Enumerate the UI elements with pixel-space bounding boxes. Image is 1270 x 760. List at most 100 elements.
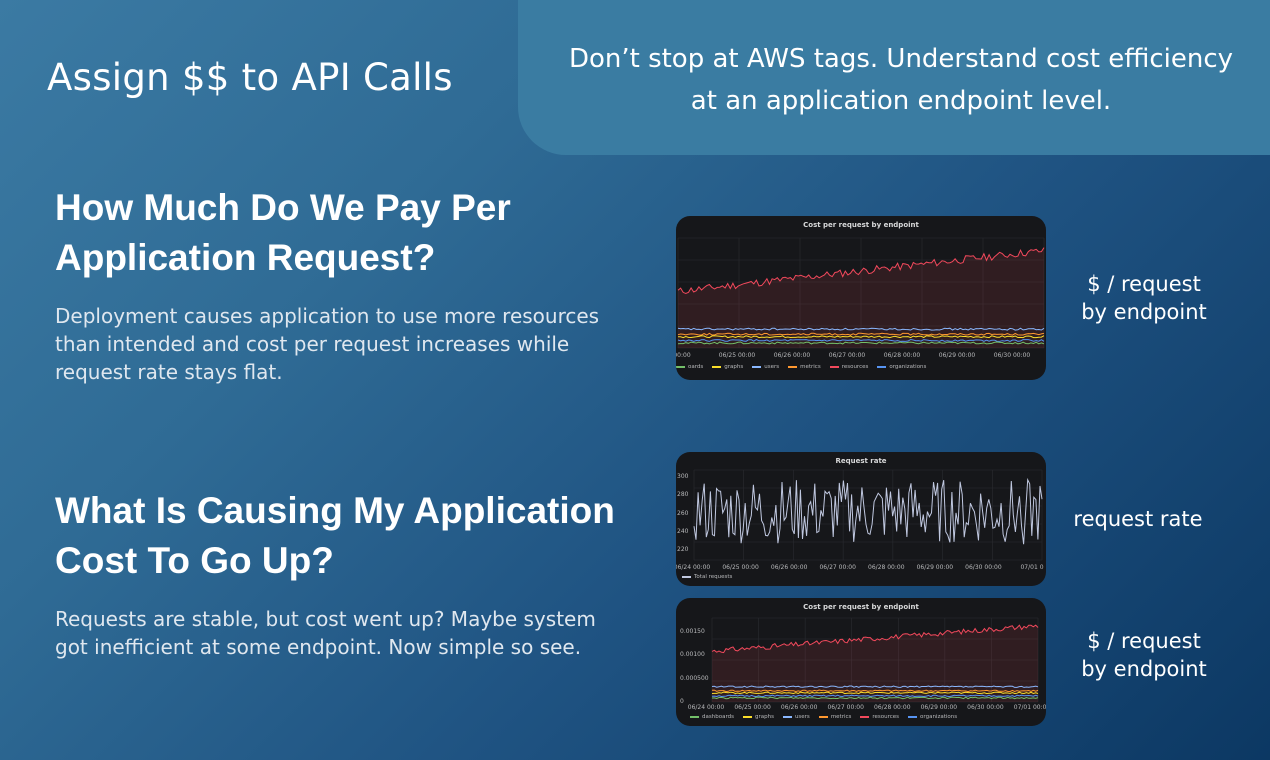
legend-label: Total requests [694,574,733,580]
legend-item: oards [676,364,703,370]
series-line-organizations [711,694,1039,698]
cost-chart-top [677,237,1045,349]
x-tick-label: 06/25 00:00 [734,704,771,711]
side-label-text: $ / request by endpoint [1081,629,1207,681]
legend-item: resources [829,364,869,370]
series-area-resources [678,247,1044,348]
legend-swatch [908,715,918,718]
legend-item: organizations [877,364,926,370]
legend-swatch [742,715,752,718]
y-tick-label: 0.00150 [680,628,705,635]
legend-label: metrics [800,364,821,370]
x-tick-label: 06/27 00:00 [827,704,864,711]
legend-label: users [794,714,810,720]
y-tick-label: 300 [677,473,689,480]
legend-item: dashboards [690,714,734,720]
x-tick-label: 06/26 00:00 [770,564,808,571]
legend-item: resources [860,714,899,720]
section-heading-cost-per-request: How Much Do We Pay Per Application Reque… [55,187,511,278]
panel-title: Cost per request by endpoint [803,221,919,229]
series-line-metrics [677,332,1045,336]
x-tick-label: 06/28 00:00 [874,704,911,711]
request-rate-panel: Request rate 300 280 260 240 220 06/24 00:00… [676,452,1046,586]
y-tick-label: 280 [677,491,689,499]
series-line-resources [677,247,1045,295]
legend-swatch [877,365,887,368]
x-tick-label: 06/27 00:00 [819,564,856,571]
side-label-text: $ / request by endpoint [1081,272,1207,324]
legend-label: graphs [724,364,744,370]
legend-item: graphs [742,714,774,720]
legend-label: organizations [920,714,958,720]
series-line-organizations [677,338,1045,342]
legend-label: resources [872,714,900,720]
section-body-cost-cause: Requests are stable, but cost went up? M… [55,607,596,659]
legend-swatch [818,715,828,718]
legend-label: resources [841,364,869,370]
legend-item: users [752,364,779,370]
x-tick-label: 06/29 00:00 [920,704,958,711]
cost-chart-bottom [711,617,1039,703]
x-tick-label: 06/29 00:00 [916,564,954,571]
legend-item: metrics [818,714,852,720]
x-tick-label: 06/30 00:00 [993,352,1031,359]
section-body-cost-per-request: Deployment causes application to use mor… [55,304,600,384]
y-tick-label: 220 [677,546,689,553]
legend-label: graphs [754,714,774,720]
legend-swatch [690,715,699,718]
y-tick-label: 0 [680,698,684,705]
x-tick-label: 06/28 00:00 [868,564,905,571]
grid [711,617,1039,703]
grid [677,237,1045,349]
x-tick-label: 06/30 00:00 [965,564,1002,571]
tagline: Don’t stop at AWS tags. Understand cost … [568,44,1234,116]
legend-item: Total requests [682,574,732,580]
page-title: Assign $$ to API Calls [47,56,453,99]
panel-title: Cost per request by endpoint [803,603,919,611]
chart-legend: dashboards graphs users metrics resources org… [690,714,1046,720]
legend-swatch [682,575,691,578]
legend-swatch [712,365,722,368]
y-tick-label: 0.00100 [680,651,705,659]
section-heading-cost-cause: What Is Causing My Application Cost To G… [55,490,615,581]
legend-label: oards [688,364,704,370]
series-line-dashboards [711,696,1039,700]
series-line-users [677,327,1045,331]
side-label-cost-bottom: $ / request by endpoint [1070,627,1218,683]
legend-item: graphs [712,364,743,370]
legend-label: organizations [889,364,927,370]
series-line-users [711,685,1039,689]
x-tick-label: 06/29 00:00 [938,352,976,359]
series-line-resources [711,624,1039,654]
legend-label: users [764,364,780,370]
series-line-graphs [677,335,1045,339]
legend-swatch [752,365,762,368]
x-tick-label: 06/26 00:00 [773,352,811,359]
x-tick-label: 06/28 00:00 [883,352,921,359]
legend-swatch [860,715,870,718]
legend-item: metrics [788,364,821,370]
x-tick-label: 06/26 00:00 [780,704,818,711]
chart-legend: Total requests [682,574,1046,580]
cost-per-request-panel-top: Cost per request by endpoint 00:00 06/25 … [676,216,1046,380]
y-tick-label: 260 [677,509,689,517]
x-tick-label: 07/01 0 [1020,564,1044,571]
top-banner [518,0,1270,155]
legend-swatch [788,365,798,368]
x-tick-label: 06/30 00:00 [967,704,1004,711]
x-tick-label: 00:00 [676,352,691,359]
legend-label: dashboards [702,714,734,720]
series-line-graphs [711,691,1039,695]
legend-item: organizations [908,714,957,720]
x-tick-label: 06/24 00:00 [687,704,725,711]
chart-legend: oards graphs users metrics resources organiza… [676,364,1046,370]
request-rate-chart [693,469,1043,561]
panel-title: Request rate [835,457,887,465]
side-label-cost-top: $ / request by endpoint [1070,270,1218,326]
legend-swatch [676,365,685,368]
cost-per-request-panel-bottom: Cost per request by endpoint 0.00150 0.00… [676,598,1046,726]
x-tick-label: 06/25 00:00 [718,352,756,359]
legend-label: metrics [830,714,852,720]
side-label-text: request rate [1073,507,1203,531]
y-tick-label: 0.000500 [680,674,709,682]
